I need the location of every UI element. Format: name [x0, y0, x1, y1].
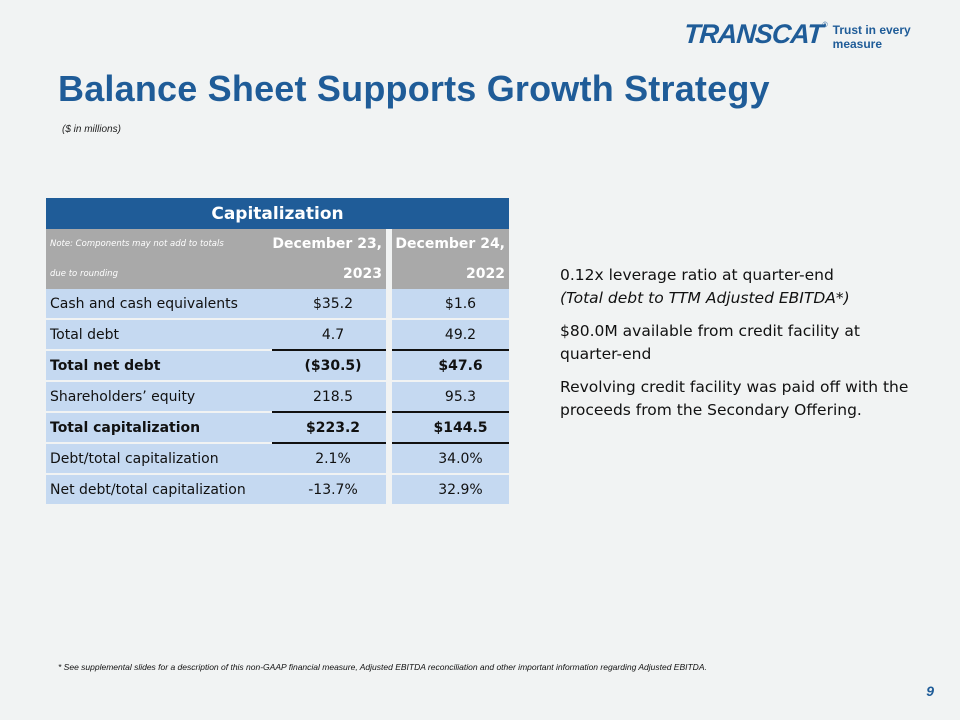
value-2023: $223.2 — [272, 412, 386, 444]
column-header-2022-date: December 24, — [395, 236, 505, 252]
value-2023: -13.7% — [272, 474, 386, 506]
column-header-2022-year: 2022 — [466, 266, 505, 282]
slide-title: Balance Sheet Supports Growth Strategy — [58, 68, 770, 109]
column-gap — [386, 474, 392, 506]
column-gap — [386, 229, 392, 289]
footnote: * See supplemental slides for a descript… — [58, 662, 707, 672]
table-row: Shareholders’ equity 218.5 95.3 — [46, 381, 509, 413]
column-header-2023: December 23, 2023 — [272, 229, 386, 289]
table-row: Total capitalization $223.2 $144.5 — [46, 412, 509, 444]
row-label: Debt/total capitalization — [46, 443, 272, 475]
table-row: Cash and cash equivalents $35.2 $1.6 — [46, 289, 509, 320]
column-gap — [386, 289, 392, 320]
value-2022: 34.0% — [392, 443, 509, 475]
value-2022: $47.6 — [392, 350, 509, 382]
row-label: Shareholders’ equity — [46, 381, 272, 413]
column-header-2023-year: 2023 — [343, 266, 382, 282]
value-2023: 2.1% — [272, 443, 386, 475]
value-2022: $144.5 — [392, 412, 509, 444]
table-row: Net debt/total capitalization -13.7% 32.… — [46, 474, 509, 506]
column-gap — [386, 319, 392, 351]
rounding-note-line1: Note: Components may not add to totals — [50, 239, 224, 249]
row-label: Net debt/total capitalization — [46, 474, 272, 506]
logo-tagline: Trust in every measure — [832, 23, 911, 51]
rounding-note: Note: Components may not add to totals d… — [46, 229, 272, 289]
column-header-row: Note: Components may not add to totals d… — [46, 229, 509, 289]
column-gap — [386, 443, 392, 475]
value-2023: $35.2 — [272, 289, 386, 320]
value-2022: $1.6 — [392, 289, 509, 320]
leverage-ratio-definition: (Total debt to TTM Adjusted EBITDA*) — [560, 289, 850, 307]
column-gap — [386, 381, 392, 413]
logo-wordmark: TRANSCAT — [682, 18, 824, 49]
capitalization-table: Capitalization Note: Components may not … — [46, 198, 509, 506]
table-row: Debt/total capitalization 2.1% 34.0% — [46, 443, 509, 475]
row-label: Total capitalization — [46, 412, 272, 444]
leverage-ratio-text: 0.12x leverage ratio at quarter-end (Tot… — [560, 264, 918, 310]
credit-availability-text: $80.0M available from credit facility at… — [560, 322, 860, 363]
page-number: 9 — [926, 683, 934, 699]
column-gap — [386, 412, 392, 444]
column-header-2022: December 24, 2022 — [392, 229, 509, 289]
value-2022: 49.2 — [392, 319, 509, 351]
column-gap — [386, 350, 392, 382]
transcat-logo: TRANSCAT ® Trust in every measure — [682, 18, 960, 52]
value-2023: ($30.5) — [272, 350, 386, 382]
value-2023: 4.7 — [272, 319, 386, 351]
rounding-note-line2: due to rounding — [50, 269, 118, 279]
value-2022: 95.3 — [392, 381, 509, 413]
table-row: Total debt 4.7 49.2 — [46, 319, 509, 351]
row-label: Cash and cash equivalents — [46, 289, 272, 320]
row-label: Total net debt — [46, 350, 272, 382]
logo-registered-mark: ® — [822, 22, 828, 29]
row-label: Total debt — [46, 319, 272, 351]
table-header: Capitalization — [46, 198, 509, 229]
credit-payoff-text: Revolving credit facility was paid off w… — [560, 378, 909, 419]
value-2023: 218.5 — [272, 381, 386, 413]
table-row: Total net debt ($30.5) $47.6 — [46, 350, 509, 382]
highlights-panel: 0.12x leverage ratio at quarter-end (Tot… — [560, 264, 918, 432]
units-note: ($ in millions) — [62, 124, 121, 135]
leverage-ratio-line: 0.12x leverage ratio at quarter-end — [560, 266, 834, 284]
column-header-2023-date: December 23, — [272, 236, 382, 252]
value-2022: 32.9% — [392, 474, 509, 506]
